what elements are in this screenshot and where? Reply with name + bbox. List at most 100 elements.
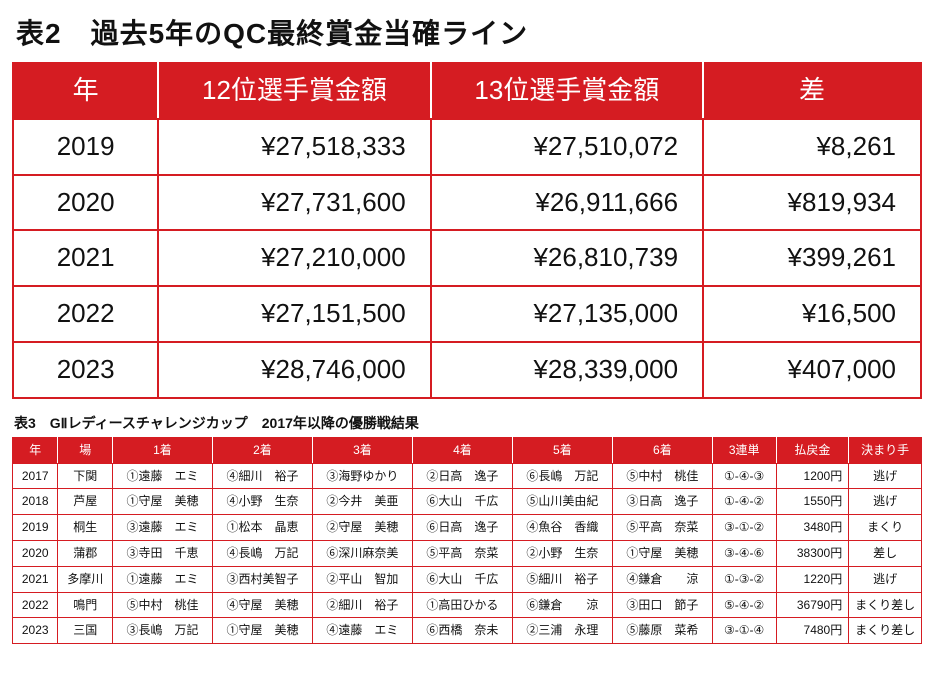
table3-cell-tri: ③-④-⑥ (712, 540, 776, 566)
table3-cell-year: 2018 (13, 489, 58, 515)
table3-cell-kim: 逃げ (849, 463, 922, 489)
table3-cell-pay: 1220円 (776, 566, 849, 592)
table3-cell-kim: まくり差し (849, 618, 922, 644)
table3-cell-r2: ③西村美智子 (212, 566, 312, 592)
table2-row: 2021¥27,210,000¥26,810,739¥399,261 (13, 230, 921, 286)
table2-cell-year: 2021 (13, 230, 158, 286)
table3-cell-r1: ①遠藤 エミ (112, 463, 212, 489)
table3-cell-tri: ①-④-② (712, 489, 776, 515)
table3-header-4: 3着 (312, 437, 412, 463)
table3-row: 2023三国③長嶋 万記①守屋 美穂④遠藤 エミ⑥西橋 奈未②三浦 永理⑤藤原 … (13, 618, 922, 644)
table3-cell-r4: ⑤平高 奈菜 (412, 540, 512, 566)
table3-cell-year: 2021 (13, 566, 58, 592)
table2-cell-p13: ¥28,339,000 (431, 342, 703, 398)
table2-row: 2023¥28,746,000¥28,339,000¥407,000 (13, 342, 921, 398)
table3-cell-pay: 36790円 (776, 592, 849, 618)
table3-cell-r2: ①守屋 美穂 (212, 618, 312, 644)
table3-cell-kim: 逃げ (849, 489, 922, 515)
table3-cell-r4: ⑥西橋 奈未 (412, 618, 512, 644)
table3-cell-r4: ②日高 逸子 (412, 463, 512, 489)
table3-header-7: 6着 (612, 437, 712, 463)
table3-cell-r3: ②平山 智加 (312, 566, 412, 592)
table3-cell-place: 蒲郡 (58, 540, 113, 566)
table3-header-9: 払戻金 (776, 437, 849, 463)
table2-cell-year: 2023 (13, 342, 158, 398)
table2-row: 2020¥27,731,600¥26,911,666¥819,934 (13, 175, 921, 231)
table3-cell-kim: まくり差し (849, 592, 922, 618)
table3-cell-r3: ②細川 裕子 (312, 592, 412, 618)
table3-cell-tri: ①-④-③ (712, 463, 776, 489)
table2-cell-diff: ¥819,934 (703, 175, 921, 231)
table3-cell-r5: ⑥長嶋 万記 (512, 463, 612, 489)
table3-header-10: 決まり手 (849, 437, 922, 463)
table3-row: 2018芦屋①守屋 美穂④小野 生奈②今井 美亜⑥大山 千広⑤山川美由紀③日高 … (13, 489, 922, 515)
table3-cell-r2: ④長嶋 万記 (212, 540, 312, 566)
table3-cell-r1: ⑤中村 桃佳 (112, 592, 212, 618)
table3-cell-kim: 差し (849, 540, 922, 566)
table3-cell-kim: 逃げ (849, 566, 922, 592)
table3-cell-r4: ⑥日高 逸子 (412, 515, 512, 541)
table2-cell-year: 2022 (13, 286, 158, 342)
table2-cell-p13: ¥26,810,739 (431, 230, 703, 286)
table2-cell-p13: ¥26,911,666 (431, 175, 703, 231)
table3-cell-tri: ③-①-④ (712, 618, 776, 644)
table3-cell-r4: ⑥大山 千広 (412, 566, 512, 592)
table2-cell-p12: ¥27,151,500 (158, 286, 430, 342)
table3-cell-r6: ③田口 節子 (612, 592, 712, 618)
table3-cell-place: 三国 (58, 618, 113, 644)
table3-cell-r3: ③海野ゆかり (312, 463, 412, 489)
table3-cell-place: 鳴門 (58, 592, 113, 618)
table2-cell-diff: ¥8,261 (703, 119, 921, 175)
table2-title: 表2 過去5年のQC最終賞金当確ライン (16, 12, 922, 52)
table3-cell-r6: ⑤藤原 菜希 (612, 618, 712, 644)
table3-header-2: 1着 (112, 437, 212, 463)
table3-cell-r6: ④鎌倉 涼 (612, 566, 712, 592)
table2-cell-p12: ¥27,518,333 (158, 119, 430, 175)
table3-header-6: 5着 (512, 437, 612, 463)
table3-cell-place: 芦屋 (58, 489, 113, 515)
table2-cell-p13: ¥27,510,072 (431, 119, 703, 175)
table3-cell-r1: ③遠藤 エミ (112, 515, 212, 541)
table3-header-1: 場 (58, 437, 113, 463)
table3-cell-year: 2023 (13, 618, 58, 644)
table3-cell-pay: 1200円 (776, 463, 849, 489)
table3-cell-place: 多摩川 (58, 566, 113, 592)
table3-cell-place: 桐生 (58, 515, 113, 541)
table3-cell-r6: ①守屋 美穂 (612, 540, 712, 566)
table3-cell-place: 下関 (58, 463, 113, 489)
table3-cell-r5: ②三浦 永理 (512, 618, 612, 644)
table3-cell-r3: ②守屋 美穂 (312, 515, 412, 541)
table3-header-3: 2着 (212, 437, 312, 463)
table3-header-0: 年 (13, 437, 58, 463)
table3: 年場1着2着3着4着5着6着3連単払戻金決まり手 2017下関①遠藤 エミ④細川… (12, 437, 922, 644)
table3-row: 2017下関①遠藤 エミ④細川 裕子③海野ゆかり②日高 逸子⑥長嶋 万記⑤中村 … (13, 463, 922, 489)
table3-cell-pay: 38300円 (776, 540, 849, 566)
table3-cell-r2: ④守屋 美穂 (212, 592, 312, 618)
table2-cell-year: 2019 (13, 119, 158, 175)
table3-cell-r4: ⑥大山 千広 (412, 489, 512, 515)
table2-cell-diff: ¥407,000 (703, 342, 921, 398)
table3-cell-r5: ⑤山川美由紀 (512, 489, 612, 515)
table3-cell-r6: ③日高 逸子 (612, 489, 712, 515)
table3-cell-r5: ④魚谷 香織 (512, 515, 612, 541)
table3-cell-pay: 7480円 (776, 618, 849, 644)
table3-cell-r1: ③寺田 千恵 (112, 540, 212, 566)
table3-row: 2021多摩川①遠藤 エミ③西村美智子②平山 智加⑥大山 千広⑤細川 裕子④鎌倉… (13, 566, 922, 592)
table3-cell-r2: ④小野 生奈 (212, 489, 312, 515)
table2-row: 2022¥27,151,500¥27,135,000¥16,500 (13, 286, 921, 342)
table3-cell-r3: ⑥深川麻奈美 (312, 540, 412, 566)
table3-header-5: 4着 (412, 437, 512, 463)
table2-header-1: 12位選手賞金額 (158, 63, 430, 119)
table2-header-0: 年 (13, 63, 158, 119)
table3-cell-r1: ①遠藤 エミ (112, 566, 212, 592)
table3-cell-year: 2017 (13, 463, 58, 489)
table2-header-2: 13位選手賞金額 (431, 63, 703, 119)
table3-row: 2020蒲郡③寺田 千恵④長嶋 万記⑥深川麻奈美⑤平高 奈菜②小野 生奈①守屋 … (13, 540, 922, 566)
table3-cell-r5: ⑤細川 裕子 (512, 566, 612, 592)
table2-cell-p12: ¥27,731,600 (158, 175, 430, 231)
table2-cell-p12: ¥28,746,000 (158, 342, 430, 398)
table2-cell-diff: ¥399,261 (703, 230, 921, 286)
table3-title: 表3 GⅡレディースチャレンジカップ 2017年以降の優勝戦結果 (14, 413, 922, 433)
table2: 年12位選手賞金額13位選手賞金額差 2019¥27,518,333¥27,51… (12, 62, 922, 399)
table3-cell-r5: ⑥鎌倉 涼 (512, 592, 612, 618)
